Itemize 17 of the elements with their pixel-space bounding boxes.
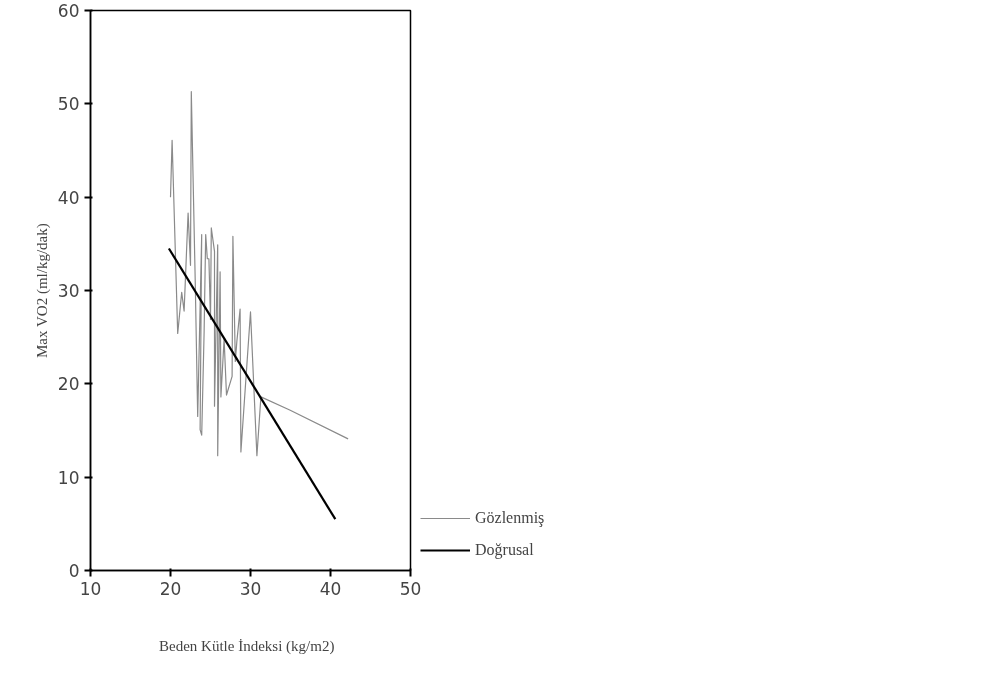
- y-tick-label: 10: [57, 467, 80, 488]
- line-series: [169, 91, 349, 457]
- x-tick-label: 50: [399, 578, 422, 599]
- legend-label: Doğrusal: [475, 541, 534, 559]
- x-tick-label: 10: [79, 578, 102, 599]
- x-axis-title: Beden Kütle İndeksi (kg/m2): [159, 637, 335, 655]
- y-tick-label: 0: [68, 561, 80, 581]
- x-tick-label: 40: [319, 578, 342, 599]
- legend-label: Gözlenmiş: [475, 509, 545, 527]
- y-tick-label: 50: [57, 94, 80, 115]
- x-tick-label: 20: [159, 578, 182, 599]
- y-tick-label: 20: [57, 374, 80, 395]
- y-tick-label: 60: [57, 1, 80, 21]
- y-tick-label: 30: [57, 281, 80, 301]
- y-axis-title: Max VO2 (ml/kg/dak): [33, 223, 51, 358]
- x-tick-label: 30: [239, 578, 262, 599]
- y-tick-label: 40: [57, 187, 80, 208]
